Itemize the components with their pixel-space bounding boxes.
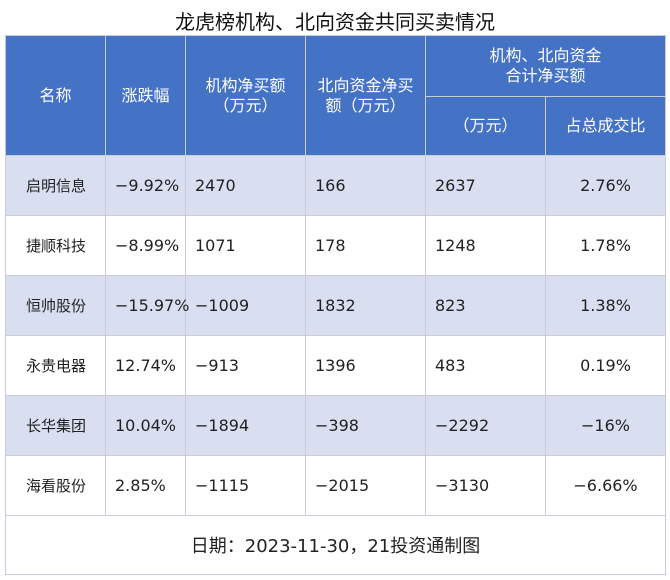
header-institution-net-buy: 机构净买额 （万元） bbox=[185, 35, 306, 156]
header-northbound-line1: 北向资金净买 bbox=[317, 75, 414, 95]
turnover-share-cell: 2.76% bbox=[544, 155, 667, 216]
footer-date-source: 日期：2023-11-30，21投资通制图 bbox=[4, 515, 667, 575]
table-row: 长华集团 10.04% −1894 −398 −2292 −16% bbox=[5, 395, 667, 456]
turnover-share-cell: −6.66% bbox=[544, 455, 667, 516]
combined-net-buy-cell: 1248 bbox=[425, 215, 546, 276]
turnover-share-cell: 1.38% bbox=[544, 275, 667, 336]
combined-net-buy-cell: −2292 bbox=[425, 395, 546, 456]
stock-name-cell: 海看股份 bbox=[5, 455, 106, 516]
trading-table: 名称 涨跌幅 机构净买额 （万元） 北向资金净买 额（万元） 机构、北向资金 合… bbox=[4, 35, 667, 575]
header-combined-line1: 机构、北向资金 bbox=[489, 46, 602, 65]
table-row: 海看股份 2.85% −1115 −2015 −3130 −6.66% bbox=[5, 455, 667, 516]
header-change: 涨跌幅 bbox=[105, 35, 186, 156]
institution-net-buy-cell: 1071 bbox=[185, 215, 306, 276]
header-combined-group: 机构、北向资金 合计净买额 bbox=[424, 35, 667, 97]
stock-name-cell: 启明信息 bbox=[5, 155, 106, 216]
header-combined-line2: 合计净买额 bbox=[505, 66, 586, 85]
table-row: 永贵电器 12.74% −913 1396 483 0.19% bbox=[5, 335, 667, 396]
northbound-net-buy-cell: −398 bbox=[305, 395, 426, 456]
change-percent-cell: −15.97% bbox=[105, 275, 189, 336]
institution-net-buy-cell: −913 bbox=[185, 335, 306, 396]
northbound-net-buy-cell: 1832 bbox=[305, 275, 426, 336]
change-percent-cell: 12.74% bbox=[105, 335, 186, 396]
header-institution-line2: （万元） bbox=[213, 95, 278, 115]
stock-name-cell: 捷顺科技 bbox=[5, 215, 106, 276]
institution-net-buy-cell: 2470 bbox=[185, 155, 306, 216]
combined-net-buy-cell: −3130 bbox=[425, 455, 546, 516]
table-row: 恒帅股份 −15.97% −1009 1832 823 1.38% bbox=[5, 275, 667, 336]
institution-net-buy-cell: −1009 bbox=[185, 275, 306, 336]
header-combined-unit: （万元） bbox=[425, 96, 546, 156]
northbound-net-buy-cell: 1396 bbox=[305, 335, 426, 396]
header-northbound-line2: 额（万元） bbox=[325, 95, 406, 115]
institution-net-buy-cell: −1894 bbox=[185, 395, 306, 456]
combined-net-buy-cell: 2637 bbox=[425, 155, 546, 216]
turnover-share-cell: −16% bbox=[544, 395, 667, 456]
change-percent-cell: −9.92% bbox=[105, 155, 186, 216]
table-row: 启明信息 −9.92% 2470 166 2637 2.76% bbox=[5, 155, 667, 216]
stock-name-cell: 恒帅股份 bbox=[5, 275, 106, 336]
table-row: 捷顺科技 −8.99% 1071 178 1248 1.78% bbox=[5, 215, 667, 276]
northbound-net-buy-cell: −2015 bbox=[305, 455, 426, 516]
change-percent-cell: 10.04% bbox=[105, 395, 186, 456]
header-institution-line1: 机构净买额 bbox=[205, 75, 286, 95]
combined-net-buy-cell: 483 bbox=[425, 335, 546, 396]
northbound-net-buy-cell: 178 bbox=[305, 215, 426, 276]
header-northbound-net-buy: 北向资金净买 额（万元） bbox=[305, 35, 426, 156]
stock-name-cell: 永贵电器 bbox=[5, 335, 106, 396]
stock-name-cell: 长华集团 bbox=[5, 395, 106, 456]
header-share: 占总成交比 bbox=[544, 96, 667, 156]
combined-net-buy-cell: 823 bbox=[425, 275, 546, 336]
table-title: 龙虎榜机构、北向资金共同买卖情况 bbox=[175, 10, 495, 34]
change-percent-cell: 2.85% bbox=[105, 455, 186, 516]
northbound-net-buy-cell: 166 bbox=[305, 155, 426, 216]
institution-net-buy-cell: −1115 bbox=[185, 455, 306, 516]
header-name: 名称 bbox=[5, 35, 106, 156]
change-percent-cell: −8.99% bbox=[105, 215, 186, 276]
turnover-share-cell: 0.19% bbox=[544, 335, 667, 396]
turnover-share-cell: 1.78% bbox=[544, 215, 667, 276]
